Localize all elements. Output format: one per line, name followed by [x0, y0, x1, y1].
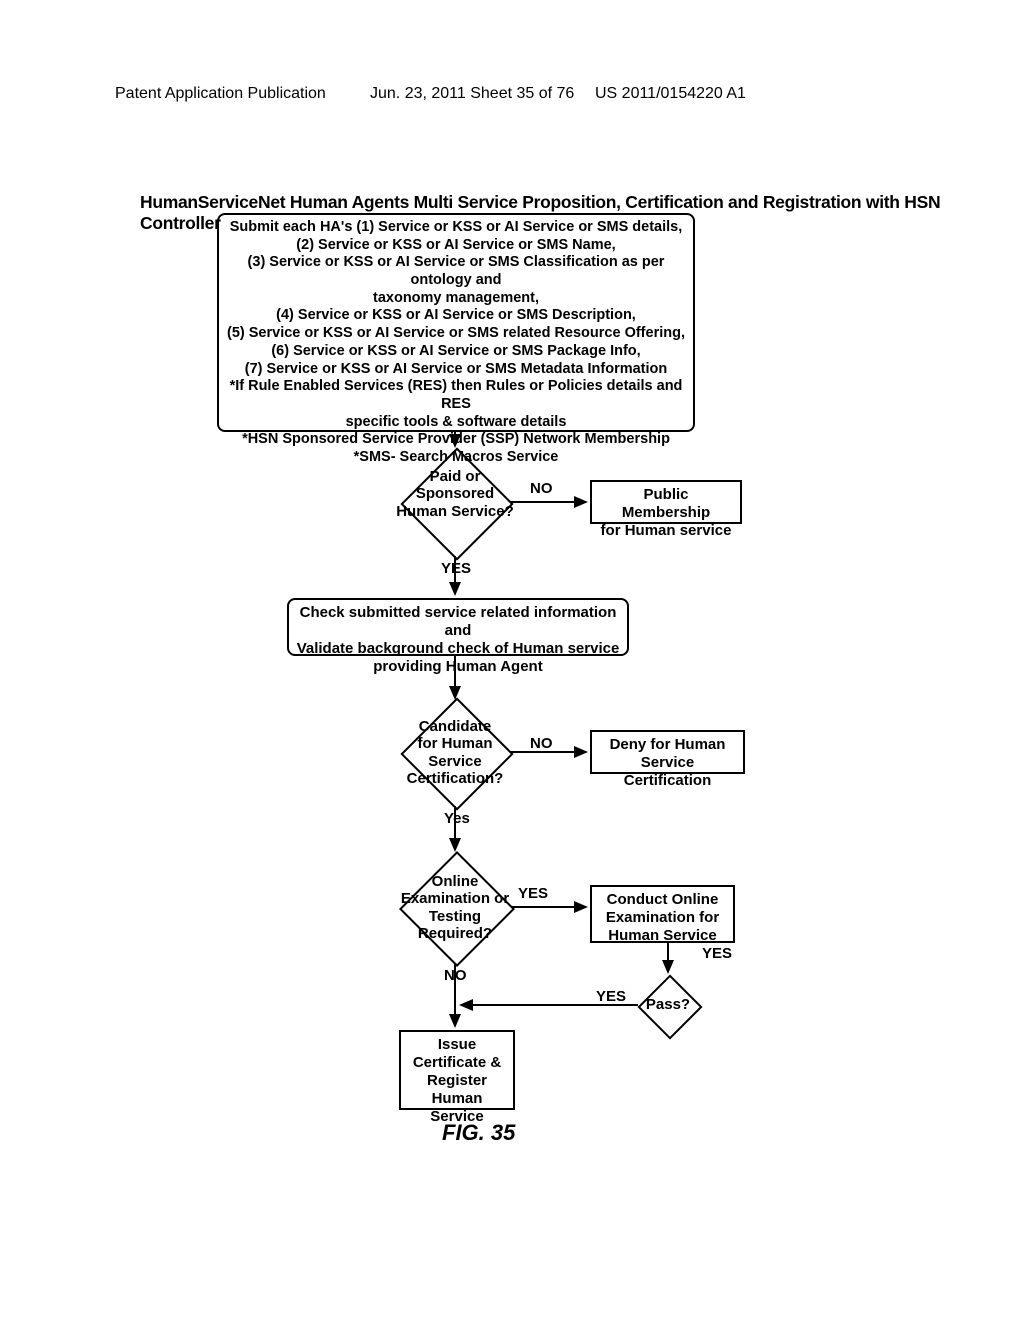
flowchart-connectors	[0, 0, 1024, 1320]
